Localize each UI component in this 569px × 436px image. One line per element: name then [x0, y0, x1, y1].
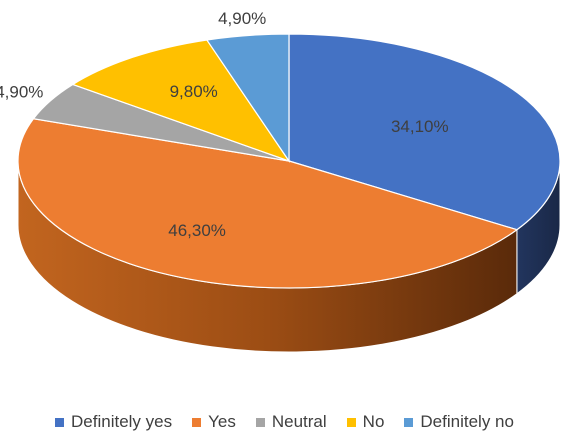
legend-swatch-yes: [192, 417, 202, 427]
legend-label-neutral: Neutral: [271, 412, 327, 431]
data-label-definitely-yes: 34,10%: [391, 117, 449, 136]
legend-swatch-no: [346, 417, 356, 427]
slice-definitely-no: [205, 33, 290, 163]
slice-definitely-yes: [288, 33, 561, 231]
data-label-no: 9,80%: [170, 82, 218, 101]
legend-item-definitely-yes: Definitely yes: [55, 412, 172, 432]
legend-item-neutral: Neutral: [255, 412, 327, 432]
slice-no: [71, 39, 291, 163]
legend-swatch-neutral: [255, 417, 265, 427]
legend-label-yes: Yes: [208, 412, 236, 431]
legend: Definitely yes Yes Neutral No Definitely no: [0, 410, 569, 434]
legend-item-yes: Yes: [192, 412, 236, 432]
legend-label-definitely-yes: Definitely yes: [71, 412, 173, 431]
legend-label-no: No: [362, 412, 385, 431]
legend-swatch-definitely-no: [404, 417, 414, 427]
legend-swatch-definitely-yes: [55, 417, 65, 427]
legend-item-definitely-no: Definitely no: [404, 412, 514, 432]
legend-label-definitely-no: Definitely no: [420, 412, 514, 431]
data-label-yes: 46,30%: [168, 221, 226, 240]
data-label-definitely-no: 4,90%: [218, 9, 266, 28]
pie-top-face: [17, 33, 561, 289]
data-label-neutral: 4,90%: [0, 83, 43, 102]
slice-yes: [17, 118, 519, 289]
legend-item-no: No: [346, 412, 385, 432]
pie-data-labels: 34,10% 46,30% 4,90% 9,80% 4,90%: [0, 9, 449, 240]
